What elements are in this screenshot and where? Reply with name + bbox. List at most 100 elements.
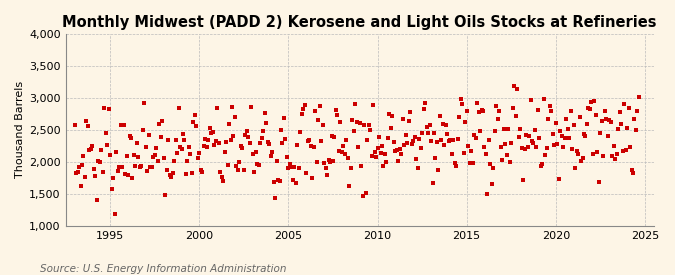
Point	[165, 175, 176, 179]
Point	[140, 145, 151, 150]
Point	[105, 152, 115, 157]
Point	[134, 165, 145, 169]
Point	[249, 170, 260, 174]
Point	[288, 177, 298, 182]
Point	[451, 163, 462, 168]
Point	[612, 152, 622, 157]
Point	[628, 170, 639, 175]
Point	[72, 169, 83, 174]
Point	[379, 152, 390, 156]
Point	[405, 110, 416, 114]
Point	[323, 158, 334, 162]
Point	[433, 167, 444, 172]
Point	[176, 146, 187, 151]
Point	[610, 157, 620, 161]
Point	[95, 160, 105, 164]
Point	[250, 150, 261, 155]
Point	[583, 106, 594, 111]
Point	[87, 144, 98, 148]
Point	[164, 173, 175, 177]
Point	[228, 134, 239, 139]
Point	[283, 166, 294, 170]
Point	[634, 95, 645, 99]
Point	[576, 159, 587, 163]
Point	[130, 164, 141, 168]
Point	[389, 140, 400, 144]
Point	[390, 149, 401, 153]
Point	[149, 152, 160, 157]
Point	[580, 134, 591, 138]
Point	[347, 118, 358, 123]
Point	[197, 169, 208, 174]
Point	[84, 148, 95, 152]
Point	[558, 145, 568, 149]
Point	[442, 131, 453, 136]
Point	[319, 161, 329, 165]
Point	[126, 136, 136, 140]
Point	[88, 167, 99, 171]
Point	[275, 128, 286, 132]
Point	[180, 171, 191, 176]
Point	[356, 164, 367, 169]
Point	[69, 123, 80, 127]
Point	[599, 109, 610, 113]
Point	[482, 192, 493, 197]
Point	[217, 179, 228, 183]
Point	[175, 145, 186, 149]
Point	[537, 162, 548, 166]
Point	[524, 134, 535, 138]
Point	[344, 184, 355, 188]
Point	[617, 149, 628, 153]
Point	[112, 169, 123, 173]
Point	[234, 160, 245, 164]
Point	[510, 114, 521, 119]
Point	[127, 176, 138, 180]
Point	[545, 104, 556, 108]
Point	[201, 145, 212, 150]
Point	[90, 174, 101, 178]
Point	[190, 113, 200, 117]
Point	[570, 166, 580, 170]
Point	[458, 151, 469, 155]
Point	[632, 108, 643, 113]
Point	[198, 144, 209, 148]
Point	[82, 123, 93, 128]
Point	[103, 106, 114, 111]
Point	[512, 87, 522, 91]
Point	[577, 156, 588, 160]
Point	[308, 145, 319, 149]
Point	[587, 152, 598, 156]
Point	[363, 123, 374, 128]
Point	[597, 119, 608, 123]
Point	[223, 121, 234, 126]
Point	[541, 145, 552, 150]
Point	[454, 115, 464, 120]
Point	[304, 138, 315, 142]
Point	[138, 127, 148, 132]
Point	[412, 166, 423, 170]
Point	[624, 145, 635, 149]
Point	[620, 148, 631, 152]
Point	[460, 120, 470, 124]
Point	[274, 179, 285, 184]
Point	[441, 123, 452, 128]
Point	[619, 101, 630, 106]
Point	[427, 180, 438, 185]
Point	[273, 178, 284, 182]
Y-axis label: Thousand Barrels: Thousand Barrels	[15, 81, 25, 178]
Point	[179, 138, 190, 142]
Point	[327, 159, 338, 163]
Point	[342, 155, 353, 160]
Point	[359, 122, 370, 127]
Point	[118, 123, 129, 127]
Point	[212, 106, 223, 111]
Point	[595, 131, 605, 135]
Point	[163, 138, 173, 142]
Point	[424, 123, 435, 127]
Point	[515, 127, 526, 131]
Point	[423, 130, 433, 135]
Point	[571, 148, 582, 153]
Point	[623, 105, 634, 110]
Point	[292, 143, 303, 148]
Point	[488, 166, 499, 170]
